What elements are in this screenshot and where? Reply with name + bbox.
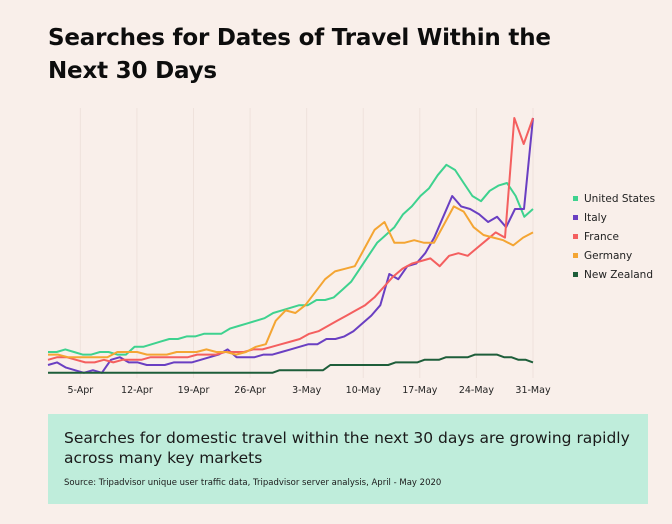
x-tick-label: 31-May <box>515 385 551 396</box>
x-tick-label: 12-Apr <box>121 385 153 396</box>
chart-legend: United States Italy France Germany New Zeala… <box>573 193 655 281</box>
x-tick-label: 26-Apr <box>234 385 266 396</box>
x-tick-label: 3-May <box>292 385 321 396</box>
legend-label: France <box>584 231 619 243</box>
legend-label: Italy <box>584 212 607 224</box>
callout-box: Searches for domestic travel within the … <box>48 414 648 504</box>
legend-label: Germany <box>584 250 632 262</box>
series-line-united-states <box>48 163 534 356</box>
series-line-new-zealand <box>48 353 534 374</box>
callout-headline: Searches for domestic travel within the … <box>64 429 630 467</box>
legend-label: United States <box>584 193 655 205</box>
source-note: Source: Tripadvisor unique user traffic … <box>64 478 442 488</box>
chart-series-lines <box>47 117 534 374</box>
x-tick-label: 17-May <box>402 385 438 396</box>
x-tick-label: 5-Apr <box>67 385 93 396</box>
legend-swatch <box>573 234 578 239</box>
legend-swatch <box>573 196 578 201</box>
legend-label: New Zealand <box>584 269 653 281</box>
legend-swatch <box>573 253 578 258</box>
series-line-italy <box>47 117 534 374</box>
chart-title: Searches for Dates of Travel Within the … <box>48 25 551 84</box>
series-line-france <box>47 117 534 364</box>
x-axis-ticks: 5-Apr 12-Apr 19-Apr 26-Apr 3-May 10-May 17-May… <box>67 385 550 396</box>
x-tick-label: 24-May <box>459 385 495 396</box>
line-chart: 5-Apr 12-Apr 19-Apr 26-Apr 3-May 10-May 17-May… <box>47 108 655 396</box>
x-tick-label: 19-Apr <box>178 385 210 396</box>
chart-grid <box>79 108 534 378</box>
series-line-germany <box>48 205 534 359</box>
legend-swatch <box>573 272 578 277</box>
x-tick-label: 10-May <box>346 385 382 396</box>
legend-swatch <box>573 215 578 220</box>
